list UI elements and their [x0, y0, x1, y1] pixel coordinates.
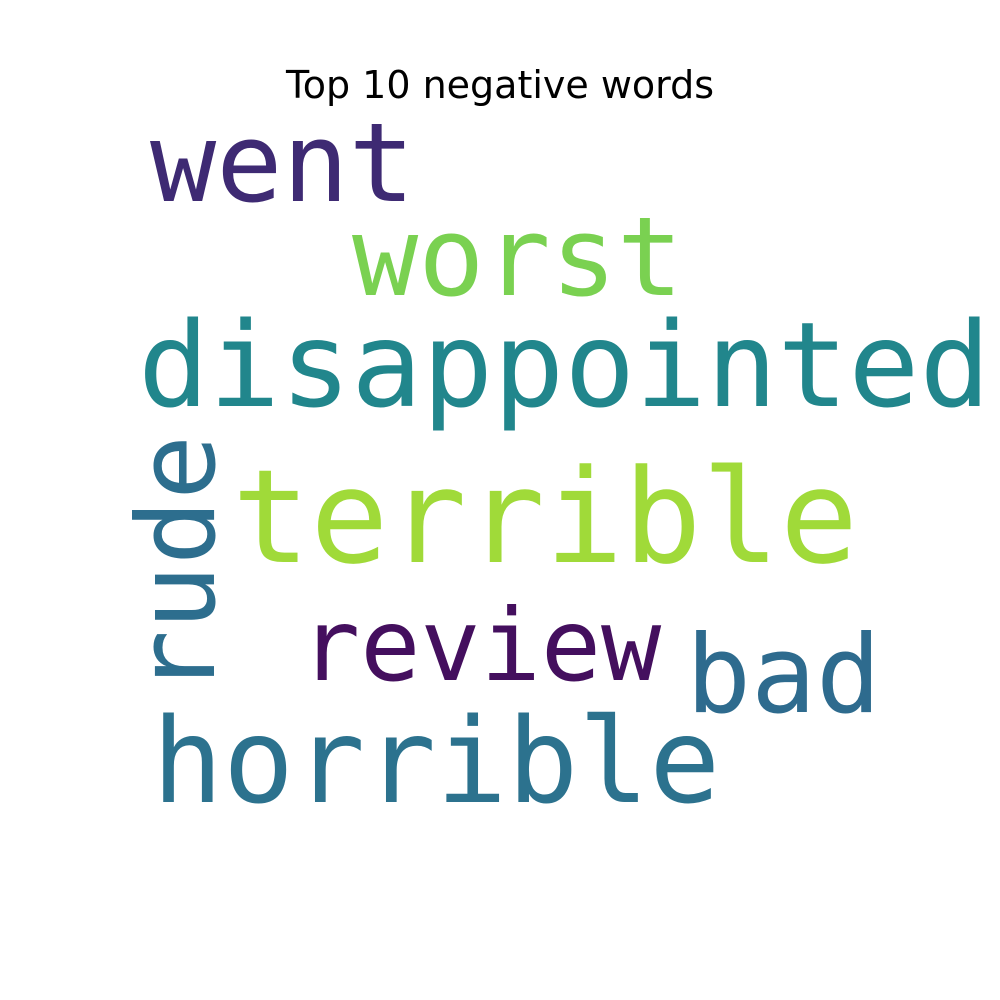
chart-title: Top 10 negative words [285, 63, 715, 107]
word-went: went [150, 99, 415, 227]
word-horrible: horrible [152, 692, 721, 830]
word-review: review [300, 587, 662, 704]
word-disappointed: disappointed [138, 296, 991, 434]
word-bad: bad [686, 613, 882, 738]
word-rude: rude [115, 434, 240, 695]
word-worst: worst [352, 193, 684, 321]
word-terrible: terrible [232, 441, 859, 593]
